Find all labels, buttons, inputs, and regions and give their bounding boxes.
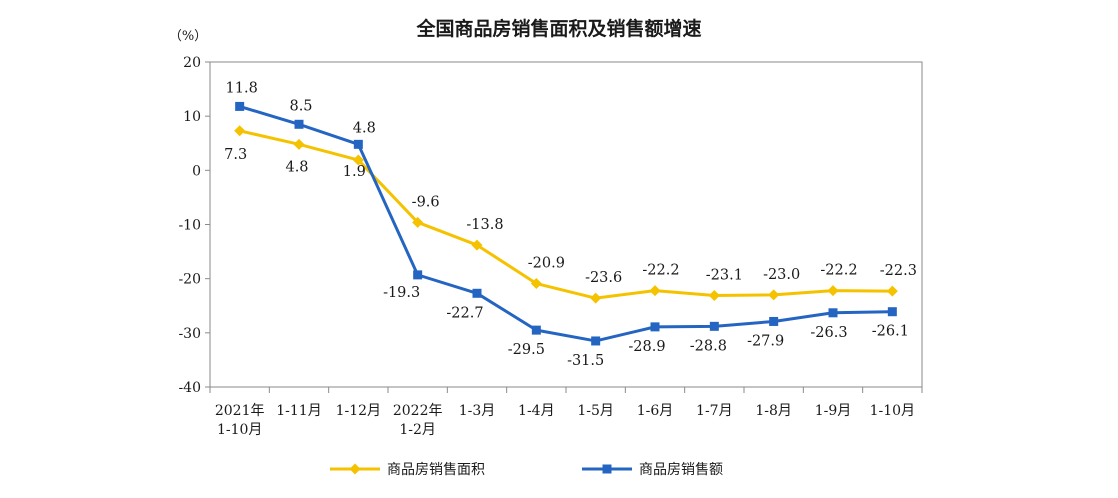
- data-label: -29.5: [508, 342, 545, 358]
- data-label: -26.1: [872, 324, 909, 340]
- x-tick-label: 1-11月: [276, 403, 321, 419]
- data-point-square: [235, 101, 245, 111]
- data-point-diamond: [768, 289, 780, 301]
- data-label: -22.2: [820, 263, 857, 279]
- x-tick-label: 1-8月: [755, 403, 792, 419]
- x-tick-label: 1-12月: [336, 403, 381, 419]
- y-tick-label: -20: [178, 272, 201, 288]
- data-label: -31.5: [567, 353, 604, 369]
- data-point-square: [531, 325, 541, 335]
- data-point-diamond: [530, 278, 542, 290]
- data-point-diamond: [352, 154, 364, 166]
- data-label: -19.3: [383, 285, 420, 301]
- y-axis-unit: （%）: [169, 29, 207, 44]
- x-tick-label: 1-4月: [518, 403, 555, 419]
- legend-marker-square: [602, 464, 612, 474]
- data-point-square: [769, 316, 779, 326]
- data-label: -28.9: [628, 339, 665, 355]
- data-point-square: [650, 322, 660, 332]
- chart-title: 全国商品房销售面积及销售额增速: [416, 18, 702, 40]
- series-line-1: [239, 129, 893, 300]
- data-label: -27.9: [747, 333, 784, 349]
- x-tick-label: 1-9月: [815, 403, 852, 419]
- data-point-diamond: [412, 216, 424, 228]
- data-label: -23.6: [585, 270, 622, 286]
- data-label: -22.3: [880, 263, 917, 279]
- x-tick-label: 1-7月: [696, 403, 733, 419]
- x-tick-label: 1-10月: [217, 422, 262, 438]
- data-point-diamond: [649, 285, 661, 297]
- legend-label-1: 商品房销售面积: [387, 462, 485, 478]
- data-label: -20.9: [528, 256, 565, 272]
- y-tick-label: 10: [183, 109, 201, 125]
- data-point-diamond: [827, 285, 839, 297]
- data-label: -22.7: [446, 305, 483, 321]
- data-label: 8.5: [289, 98, 312, 114]
- x-tick-label: 2021年: [215, 403, 265, 419]
- legend-marker-diamond: [349, 463, 361, 475]
- data-label: 1.9: [343, 164, 366, 180]
- y-tick-label: -10: [178, 218, 201, 234]
- x-tick-label: 1-5月: [577, 403, 614, 419]
- data-point-square: [472, 288, 482, 298]
- data-point-diamond: [590, 292, 602, 304]
- data-point-diamond: [234, 125, 246, 137]
- data-point-square: [294, 119, 304, 129]
- data-point-square: [828, 308, 838, 318]
- data-point-diamond: [886, 285, 898, 297]
- data-label: -9.6: [412, 194, 440, 210]
- data-point-square: [591, 336, 601, 346]
- x-tick-label: 1-3月: [459, 403, 496, 419]
- y-tick-label: -30: [178, 326, 201, 342]
- data-label: 4.8: [285, 159, 308, 175]
- y-tick-label: -40: [178, 380, 201, 396]
- data-label: -28.8: [690, 338, 727, 354]
- data-label: -23.1: [706, 267, 743, 283]
- x-tick-label: 1-2月: [399, 422, 436, 438]
- x-tick-label: 1-6月: [637, 403, 674, 419]
- data-point-diamond: [471, 239, 483, 251]
- data-point-square: [353, 139, 363, 149]
- data-label: 11.8: [226, 80, 258, 96]
- series-line-2: [239, 104, 893, 343]
- data-point-square: [413, 270, 423, 280]
- data-label: 7.3: [224, 147, 247, 163]
- data-label: -22.2: [642, 263, 679, 279]
- y-tick-label: 20: [183, 55, 201, 71]
- data-label: -13.8: [466, 217, 503, 233]
- y-tick-label: 0: [192, 163, 201, 179]
- legend-label-2: 商品房销售额: [639, 462, 723, 478]
- x-tick-label: 2022年: [393, 403, 443, 419]
- x-tick-label: 1-10月: [870, 403, 915, 419]
- data-point-diamond: [708, 289, 720, 301]
- data-label: -23.0: [763, 267, 800, 283]
- data-point-square: [887, 307, 897, 317]
- data-label: -26.3: [810, 325, 847, 341]
- data-label: 4.8: [353, 120, 376, 136]
- data-point-diamond: [293, 138, 305, 150]
- data-point-square: [709, 321, 719, 331]
